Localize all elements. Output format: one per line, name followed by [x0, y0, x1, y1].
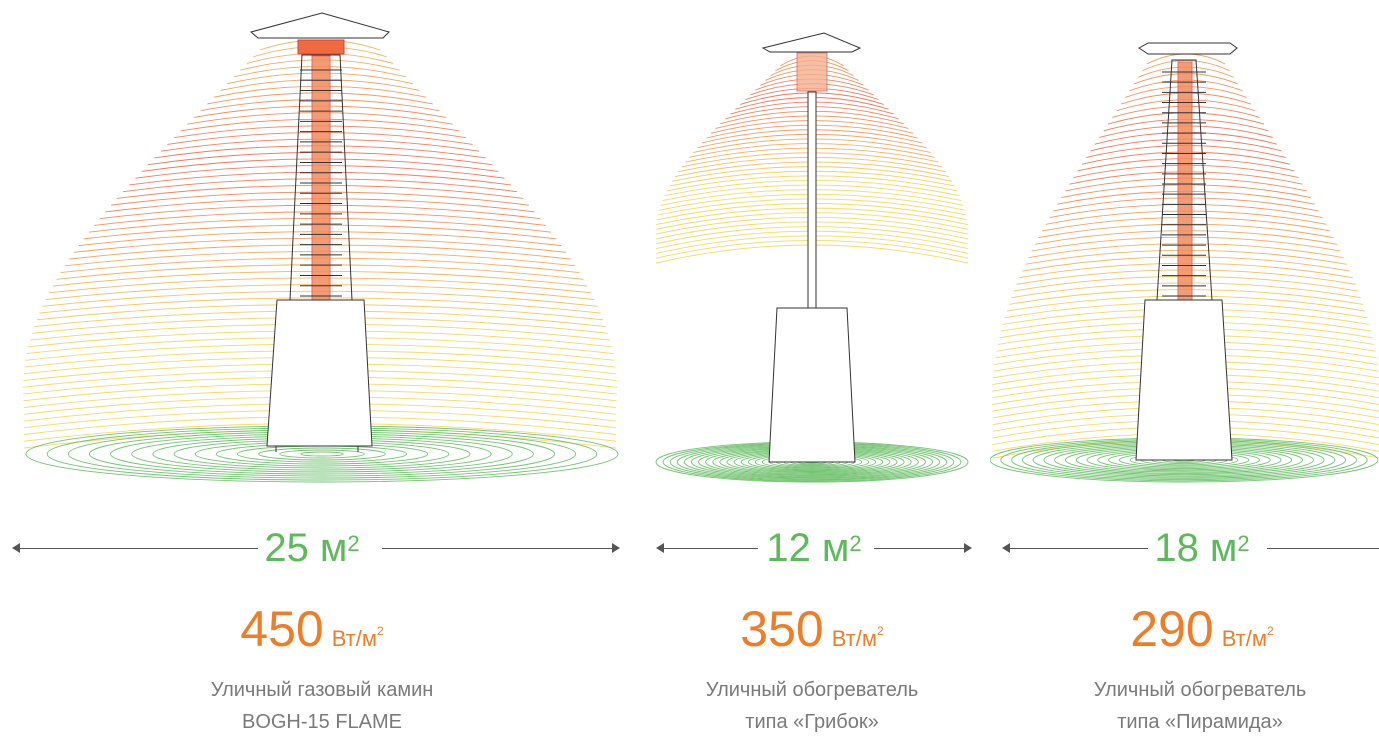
- pyramid-heater-illustration: [990, 42, 1379, 483]
- flame-heater-drawing: [249, 12, 390, 452]
- flame-heater-illustration: [22, 12, 619, 483]
- heater-description: Уличный газовый камин BOGH-15 FLAME: [210, 679, 434, 733]
- mushroom-heater-illustration: [655, 32, 969, 483]
- arrow-left-icon: [656, 543, 664, 553]
- arrow-right-icon: [964, 543, 972, 553]
- area-label: 18 м2: [1154, 526, 1250, 570]
- heater-card-flame: 25 м2 450 Вт/м2 Уличный газовый камин BOG…: [0, 0, 640, 733]
- pyramid-heater-drawing: [1135, 42, 1238, 461]
- coverage-area: 25 м2: [12, 524, 620, 572]
- coverage-area: 18 м2: [1002, 524, 1379, 572]
- arrow-left-icon: [1002, 543, 1010, 553]
- area-label: 25 м2: [264, 526, 360, 570]
- power-density: 450 Вт/м2: [240, 601, 384, 657]
- arrow-left-icon: [12, 543, 20, 553]
- heater-description: Уличный обогреватель типа «Грибок»: [705, 679, 919, 733]
- area-label: 12 м2: [766, 526, 862, 570]
- heater-card-mushroom: 12 м2 350 Вт/м2 Уличный обогреватель типа…: [640, 0, 990, 733]
- power-density: 290 Вт/м2: [1130, 601, 1274, 657]
- mushroom-heater-drawing: [761, 32, 862, 463]
- coverage-area: 12 м2: [656, 524, 972, 572]
- heater-description: Уличный обогреватель типа «Пирамида»: [1093, 679, 1307, 733]
- heater-card-pyramid: 18 м2 290 Вт/м2 Уличный обогреватель типа…: [990, 0, 1379, 733]
- power-density: 350 Вт/м2: [740, 601, 884, 657]
- arrow-right-icon: [612, 543, 620, 553]
